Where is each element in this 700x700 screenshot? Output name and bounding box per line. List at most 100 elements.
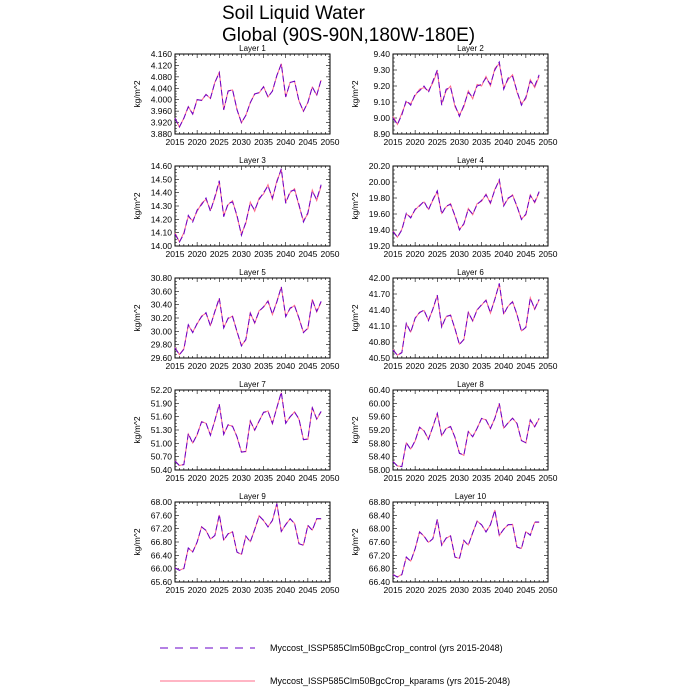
layer-4-ytick-label: 19.60: [369, 209, 391, 219]
layer-7-ytick-label: 51.30: [151, 425, 173, 435]
layer-5-ytick-label: 30.40: [151, 300, 173, 310]
layer-10-chart: Layer 10 2015 2020 2025 2030 2035 2040 2045 2050…: [350, 492, 558, 595]
layer-1-ylabel: kg/m^2: [132, 80, 142, 107]
layer-8-xtick-label: 2025: [428, 473, 447, 483]
layer-6-xtick-label: 2035: [472, 361, 491, 371]
layer-10-ytick-label: 68.40: [369, 510, 391, 520]
layer-8-xtick-label: 2050: [539, 473, 558, 483]
layer-5-xtick-label: 2050: [321, 361, 340, 371]
layer-9-plot-frame: [174, 501, 331, 583]
layer-3-ytick-label: 14.00: [151, 241, 173, 251]
figure-title-line2: Global (90S-90N,180W-180E): [222, 25, 475, 46]
layer-5-ytick-label: 29.60: [151, 353, 173, 363]
layer-8-series-control: [392, 403, 540, 468]
layer-4-xtick-label: 2050: [539, 249, 558, 259]
layer-1-ytick-label: 3.920: [151, 118, 173, 128]
layer-4-plot-frame: [392, 165, 549, 247]
layer-8-ytick-label: 58.00: [369, 465, 391, 475]
layer-8-xtick-label: 2020: [406, 473, 425, 483]
layer-1-xtick-label: 2025: [210, 137, 229, 147]
layer-3-xtick-label: 2045: [298, 249, 317, 259]
layer-10-ytick-label: 67.20: [369, 550, 391, 560]
layer-7-xtick-label: 2020: [188, 473, 207, 483]
layer-4-ytick-label: 19.20: [369, 241, 391, 251]
layer-1-xtick-label: 2020: [188, 137, 207, 147]
layer-8-title: Layer 8: [457, 380, 484, 389]
layer-3-xtick-label: 2050: [321, 249, 340, 259]
layer-6-ylabel: kg/m^2: [350, 304, 360, 331]
layer-9-ytick-label: 66.40: [151, 550, 173, 560]
layer-10-xtick-label: 2045: [516, 585, 535, 595]
layer-10-ytick-label: 68.00: [369, 524, 391, 534]
layer-1-ytick-label: 4.160: [151, 49, 173, 59]
layer-7-ytick-label: 52.20: [151, 385, 173, 395]
layer-8-xtick-label: 2030: [450, 473, 469, 483]
layer-2-xtick-label: 2030: [450, 137, 469, 147]
layer-1-plot-frame: [174, 53, 331, 135]
layer-6-series-control: [392, 283, 540, 356]
layer-9-xtick-label: 2030: [232, 585, 251, 595]
layer-1-xtick-label: 2030: [232, 137, 251, 147]
layer-4-xtick-label: 2040: [494, 249, 513, 259]
layer-3-xtick-label: 2035: [254, 249, 273, 259]
layer-9-xtick-label: 2025: [210, 585, 229, 595]
layer-8-ylabel: kg/m^2: [350, 416, 360, 443]
layer-8-xtick-label: 2045: [516, 473, 535, 483]
layer-5-chart: Layer 5 2015 2020 2025 2030 2035 2040 2045 2050 2…: [132, 268, 340, 371]
layer-6-ytick-label: 41.40: [369, 305, 391, 315]
layer-9-chart: Layer 9 2015 2020 2025 2030 2035 2040 2045 2050 6…: [132, 492, 340, 595]
layer-7-xtick-label: 2045: [298, 473, 317, 483]
layer-1-ytick-label: 4.040: [151, 83, 173, 93]
layer-9-ylabel: kg/m^2: [132, 528, 142, 555]
layer-8-xtick-label: 2035: [472, 473, 491, 483]
layer-2-ytick-label: 9.30: [373, 65, 390, 75]
layer-10-xtick-label: 2035: [472, 585, 491, 595]
layer-9-ytick-label: 67.20: [151, 524, 173, 534]
layer-8-xtick-label: 2040: [494, 473, 513, 483]
layer-5-xtick-label: 2025: [210, 361, 229, 371]
layer-8-ytick-label: 59.60: [369, 412, 391, 422]
layer-4-xtick-label: 2035: [472, 249, 491, 259]
layer-7-ytick-label: 50.40: [151, 465, 173, 475]
layer-7-ytick-label: 50.70: [151, 452, 173, 462]
layer-9-ytick-label: 66.00: [151, 564, 173, 574]
layer-2-ytick-label: 9.20: [373, 81, 390, 91]
layer-7-xtick-label: 2015: [166, 473, 185, 483]
layer-6-xtick-label: 2025: [428, 361, 447, 371]
layer-10-xtick-label: 2015: [384, 585, 403, 595]
layer-3-ylabel: kg/m^2: [132, 192, 142, 219]
layer-3-ytick-label: 14.30: [151, 201, 173, 211]
layer-2-xtick-label: 2025: [428, 137, 447, 147]
layer-10-title: Layer 10: [455, 492, 487, 501]
layer-10-series-control: [392, 510, 540, 578]
layer-6-ytick-label: 41.10: [369, 321, 391, 331]
layer-2-series-control: [392, 60, 540, 126]
layer-10-xtick-label: 2030: [450, 585, 469, 595]
layer-8-chart: Layer 8 2015 2020 2025 2030 2035 2040 2045 2050 5…: [350, 380, 558, 483]
layer-8-xtick-label: 2015: [384, 473, 403, 483]
layer-1-ytick-label: 4.120: [151, 60, 173, 70]
layer-9-series-kparams: [174, 503, 322, 571]
layer-2-xtick-label: 2050: [539, 137, 558, 147]
layer-4-ytick-label: 20.00: [369, 177, 391, 187]
layer-4-ytick-label: 20.20: [369, 161, 391, 171]
layer-1-series-control: [174, 63, 322, 128]
layer-3-ytick-label: 14.20: [151, 214, 173, 224]
layer-9-ytick-label: 66.80: [151, 537, 173, 547]
layer-2-series-kparams: [392, 62, 540, 126]
layer-1-ytick-label: 3.880: [151, 129, 173, 139]
layer-4-ytick-label: 19.80: [369, 193, 391, 203]
layer-3-ytick-label: 14.60: [151, 161, 173, 171]
layer-8-ytick-label: 60.00: [369, 398, 391, 408]
layer-5-xtick-label: 2045: [298, 361, 317, 371]
layer-5-xtick-label: 2035: [254, 361, 273, 371]
layer-2-title: Layer 2: [457, 44, 484, 53]
layer-6-ytick-label: 42.00: [369, 273, 391, 283]
layer-2-ytick-label: 9.40: [373, 49, 390, 59]
layer-9-ytick-label: 65.60: [151, 577, 173, 587]
layer-7-series-kparams: [174, 392, 322, 467]
layer-3-ytick-label: 14.40: [151, 188, 173, 198]
layer-5-ylabel: kg/m^2: [132, 304, 142, 331]
